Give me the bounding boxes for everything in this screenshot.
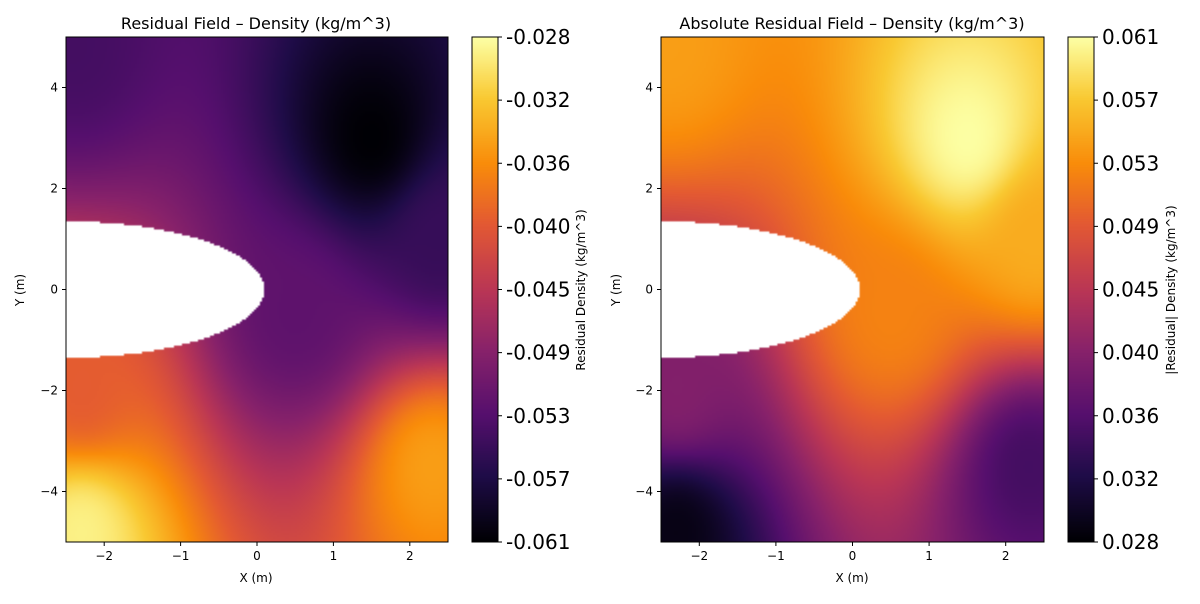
x-tick-label: 1 (330, 549, 338, 563)
y-axis-label: Y (m) (609, 274, 623, 307)
colorbar-tick-label: -0.053 (506, 404, 570, 428)
x-tick-label: 2 (1002, 549, 1010, 563)
x-tick-label: −1 (767, 549, 785, 563)
y-tick-label: 2 (645, 182, 653, 196)
y-tick-label: −4 (635, 485, 653, 499)
colorbar-label: Residual Density (kg/m^3) (574, 209, 588, 370)
colorbar-gradient (1068, 37, 1094, 542)
colorbar-gradient (472, 37, 498, 542)
colorbar-tick-label: -0.057 (506, 467, 570, 491)
x-tick-label: −1 (172, 549, 190, 563)
x-ticks: −2 −1 0 1 2 (690, 542, 1010, 563)
colorbar-ticks: -0.061 -0.057 -0.053 -0.049 -0.045 -0.040 -0.0… (498, 25, 570, 554)
x-tick-label: 1 (925, 549, 933, 563)
chart-title: Absolute Residual Field – Density (kg/m^… (679, 14, 1024, 33)
y-tick-label: 4 (645, 81, 653, 95)
x-axis-label: X (m) (239, 571, 272, 585)
colorbar-tick-label: 0.036 (1102, 404, 1159, 428)
y-ticks: −4 −2 0 2 4 (40, 81, 66, 499)
colorbar-tick-label: -0.045 (506, 278, 570, 302)
colorbar-tick-label: -0.036 (506, 151, 570, 175)
colorbar-tick-label: 0.040 (1102, 341, 1159, 365)
y-tick-label: 4 (50, 81, 58, 95)
x-tick-label: −2 (690, 549, 708, 563)
y-tick-label: −4 (40, 485, 58, 499)
y-axis-label: Y (m) (13, 274, 27, 307)
heatmap-image (661, 37, 1044, 542)
y-tick-label: 2 (50, 182, 58, 196)
colorbar-tick-label: -0.061 (506, 530, 570, 554)
x-tick-label: 0 (849, 549, 857, 563)
colorbar-tick-label: 0.032 (1102, 467, 1159, 491)
colorbar-tick-label: -0.032 (506, 88, 570, 112)
x-ticks: −2 −1 0 1 2 (95, 542, 414, 563)
x-tick-label: 0 (253, 549, 261, 563)
x-tick-label: 2 (406, 549, 414, 563)
colorbar-tick-label: 0.053 (1102, 151, 1159, 175)
y-tick-label: −2 (635, 384, 653, 398)
x-axis-label: X (m) (835, 571, 868, 585)
colorbar-label: |Residual| Density (kg/m^3) (1164, 205, 1178, 374)
colorbar-tick-label: -0.049 (506, 341, 570, 365)
chart-title: Residual Field – Density (kg/m^3) (121, 14, 391, 33)
y-tick-label: −2 (40, 384, 58, 398)
colorbar-tick-label: 0.028 (1102, 530, 1159, 554)
colorbar-tick-label: -0.040 (506, 214, 570, 238)
colorbar-tick-label: 0.057 (1102, 88, 1159, 112)
y-tick-label: 0 (50, 283, 58, 297)
y-tick-label: 0 (645, 283, 653, 297)
residual-chart: Residual Field – Density (kg/m^3) −2 −1 0 1… (13, 14, 588, 585)
colorbar-ticks: 0.028 0.032 0.036 0.040 0.045 0.049 0.053 0.057… (1094, 25, 1159, 554)
colorbar-tick-label: 0.049 (1102, 214, 1159, 238)
colorbar-tick-label: 0.045 (1102, 278, 1159, 302)
x-tick-label: −2 (95, 549, 113, 563)
colorbar-tick-label: 0.061 (1102, 25, 1159, 49)
y-ticks: −4 −2 0 2 4 (635, 81, 661, 499)
colorbar-tick-label: -0.028 (506, 25, 570, 49)
absolute-residual-chart: Absolute Residual Field – Density (kg/m^… (609, 14, 1178, 585)
heatmap-image (66, 37, 448, 542)
